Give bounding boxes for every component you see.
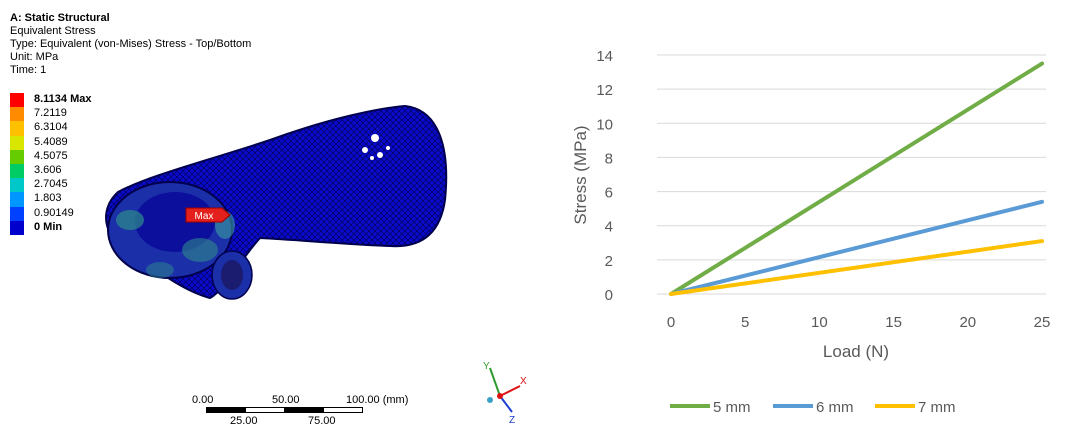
axis-triad: Y X Z — [483, 361, 527, 425]
y-tick-label: 6 — [605, 185, 613, 202]
series-line-0 — [669, 61, 1044, 296]
contour-color-swatch — [10, 206, 24, 221]
scale-seg-1 — [206, 407, 246, 413]
y-tick-label: 0 — [605, 287, 613, 304]
contour-color-swatch — [10, 163, 24, 179]
scale-label-75: 75.00 — [308, 415, 336, 427]
x-tick-label: 20 — [959, 314, 976, 331]
result-name: Equivalent Stress — [10, 25, 96, 37]
contour-level-label: 0 Min — [34, 220, 63, 233]
result-type: Type: Equivalent (von-Mises) Stress - To… — [10, 38, 252, 50]
analysis-title: A: Static Structural — [10, 12, 110, 24]
contour-color-swatch — [10, 107, 24, 122]
y-tick-label: 10 — [596, 116, 613, 133]
result-time: Time: 1 — [10, 64, 47, 76]
legend-label-2: 7 mm — [918, 399, 956, 416]
x-tick-label: 25 — [1034, 314, 1051, 331]
scale-bar: 0.00 50.00 100.00 (mm) 25.00 75.00 — [190, 392, 450, 432]
y-tick-label: 14 — [596, 48, 613, 65]
legend-label-1: 6 mm — [816, 399, 854, 416]
scale-seg-2 — [245, 407, 285, 413]
x-tick-label: 10 — [811, 314, 828, 331]
scale-seg-4 — [323, 407, 363, 413]
y-tick-label: 8 — [605, 150, 613, 167]
triad-y-label: Y — [483, 361, 490, 372]
contour-level-label: 8.1134 Max — [34, 93, 92, 105]
result-unit: Unit: MPa — [10, 51, 59, 63]
series-line-1 — [669, 199, 1044, 296]
y-tick-label: 2 — [605, 253, 613, 270]
contour-level-label: 1.803 — [34, 192, 62, 205]
contour-level-label: 0.90149 — [34, 206, 74, 219]
x-tick-labels: 0 5 10 15 20 25 — [667, 314, 1051, 331]
contour-level-label: 6.3104 — [34, 121, 68, 134]
contour-level-label: 5.4089 — [34, 135, 68, 148]
y-tick-labels: 0 2 4 6 8 10 12 14 — [596, 48, 613, 304]
chart-legend: 5 mm 6 mm 7 mm — [670, 399, 956, 416]
contour-color-swatch — [10, 93, 24, 108]
scale-label-25: 25.00 — [230, 415, 258, 427]
fea-result-panel: A: Static Structural Equivalent Stress T… — [10, 12, 527, 432]
triad-x-label: X — [520, 376, 527, 387]
max-marker: Max — [185, 207, 231, 223]
series-lines — [669, 61, 1044, 296]
contour-color-swatch — [10, 135, 24, 150]
stress-load-chart: 0 2 4 6 8 10 12 14 0 5 10 15 20 25 Stress (MPa) Load… — [571, 48, 1051, 416]
y-axis-label: Stress (MPa) — [571, 125, 590, 224]
scale-label-50: 50.00 — [272, 394, 300, 406]
contour-color-swatch — [10, 121, 24, 136]
max-marker-label: Max — [195, 211, 214, 222]
stress-contour-model: Max — [105, 104, 448, 300]
contour-color-swatch — [10, 178, 24, 193]
contour-level-label: 2.7045 — [34, 178, 68, 191]
x-tick-label: 5 — [741, 314, 749, 331]
contour-color-swatch — [10, 192, 24, 207]
contour-level-label: 3.606 — [34, 163, 62, 176]
x-axis-label: Load (N) — [823, 342, 889, 361]
contour-color-swatch — [10, 149, 24, 164]
legend-label-0: 5 mm — [713, 399, 751, 416]
contour-color-swatch — [10, 220, 24, 235]
y-tick-label: 12 — [596, 82, 613, 99]
x-tick-label: 15 — [885, 314, 902, 331]
y-tick-label: 4 — [605, 219, 613, 236]
scale-seg-3 — [284, 407, 324, 413]
triad-z-label: Z — [509, 415, 515, 425]
series-line-2 — [669, 239, 1044, 296]
analysis-info: A: Static Structural Equivalent Stress T… — [10, 12, 251, 77]
scale-label-0: 0.00 — [192, 394, 214, 406]
x-tick-label: 0 — [667, 314, 675, 331]
contour-level-label: 7.2119 — [34, 107, 67, 120]
contour-level-label: 4.5075 — [34, 149, 68, 162]
gridlines — [657, 54, 1046, 295]
scale-label-100: 100.00 (mm) — [346, 394, 409, 406]
